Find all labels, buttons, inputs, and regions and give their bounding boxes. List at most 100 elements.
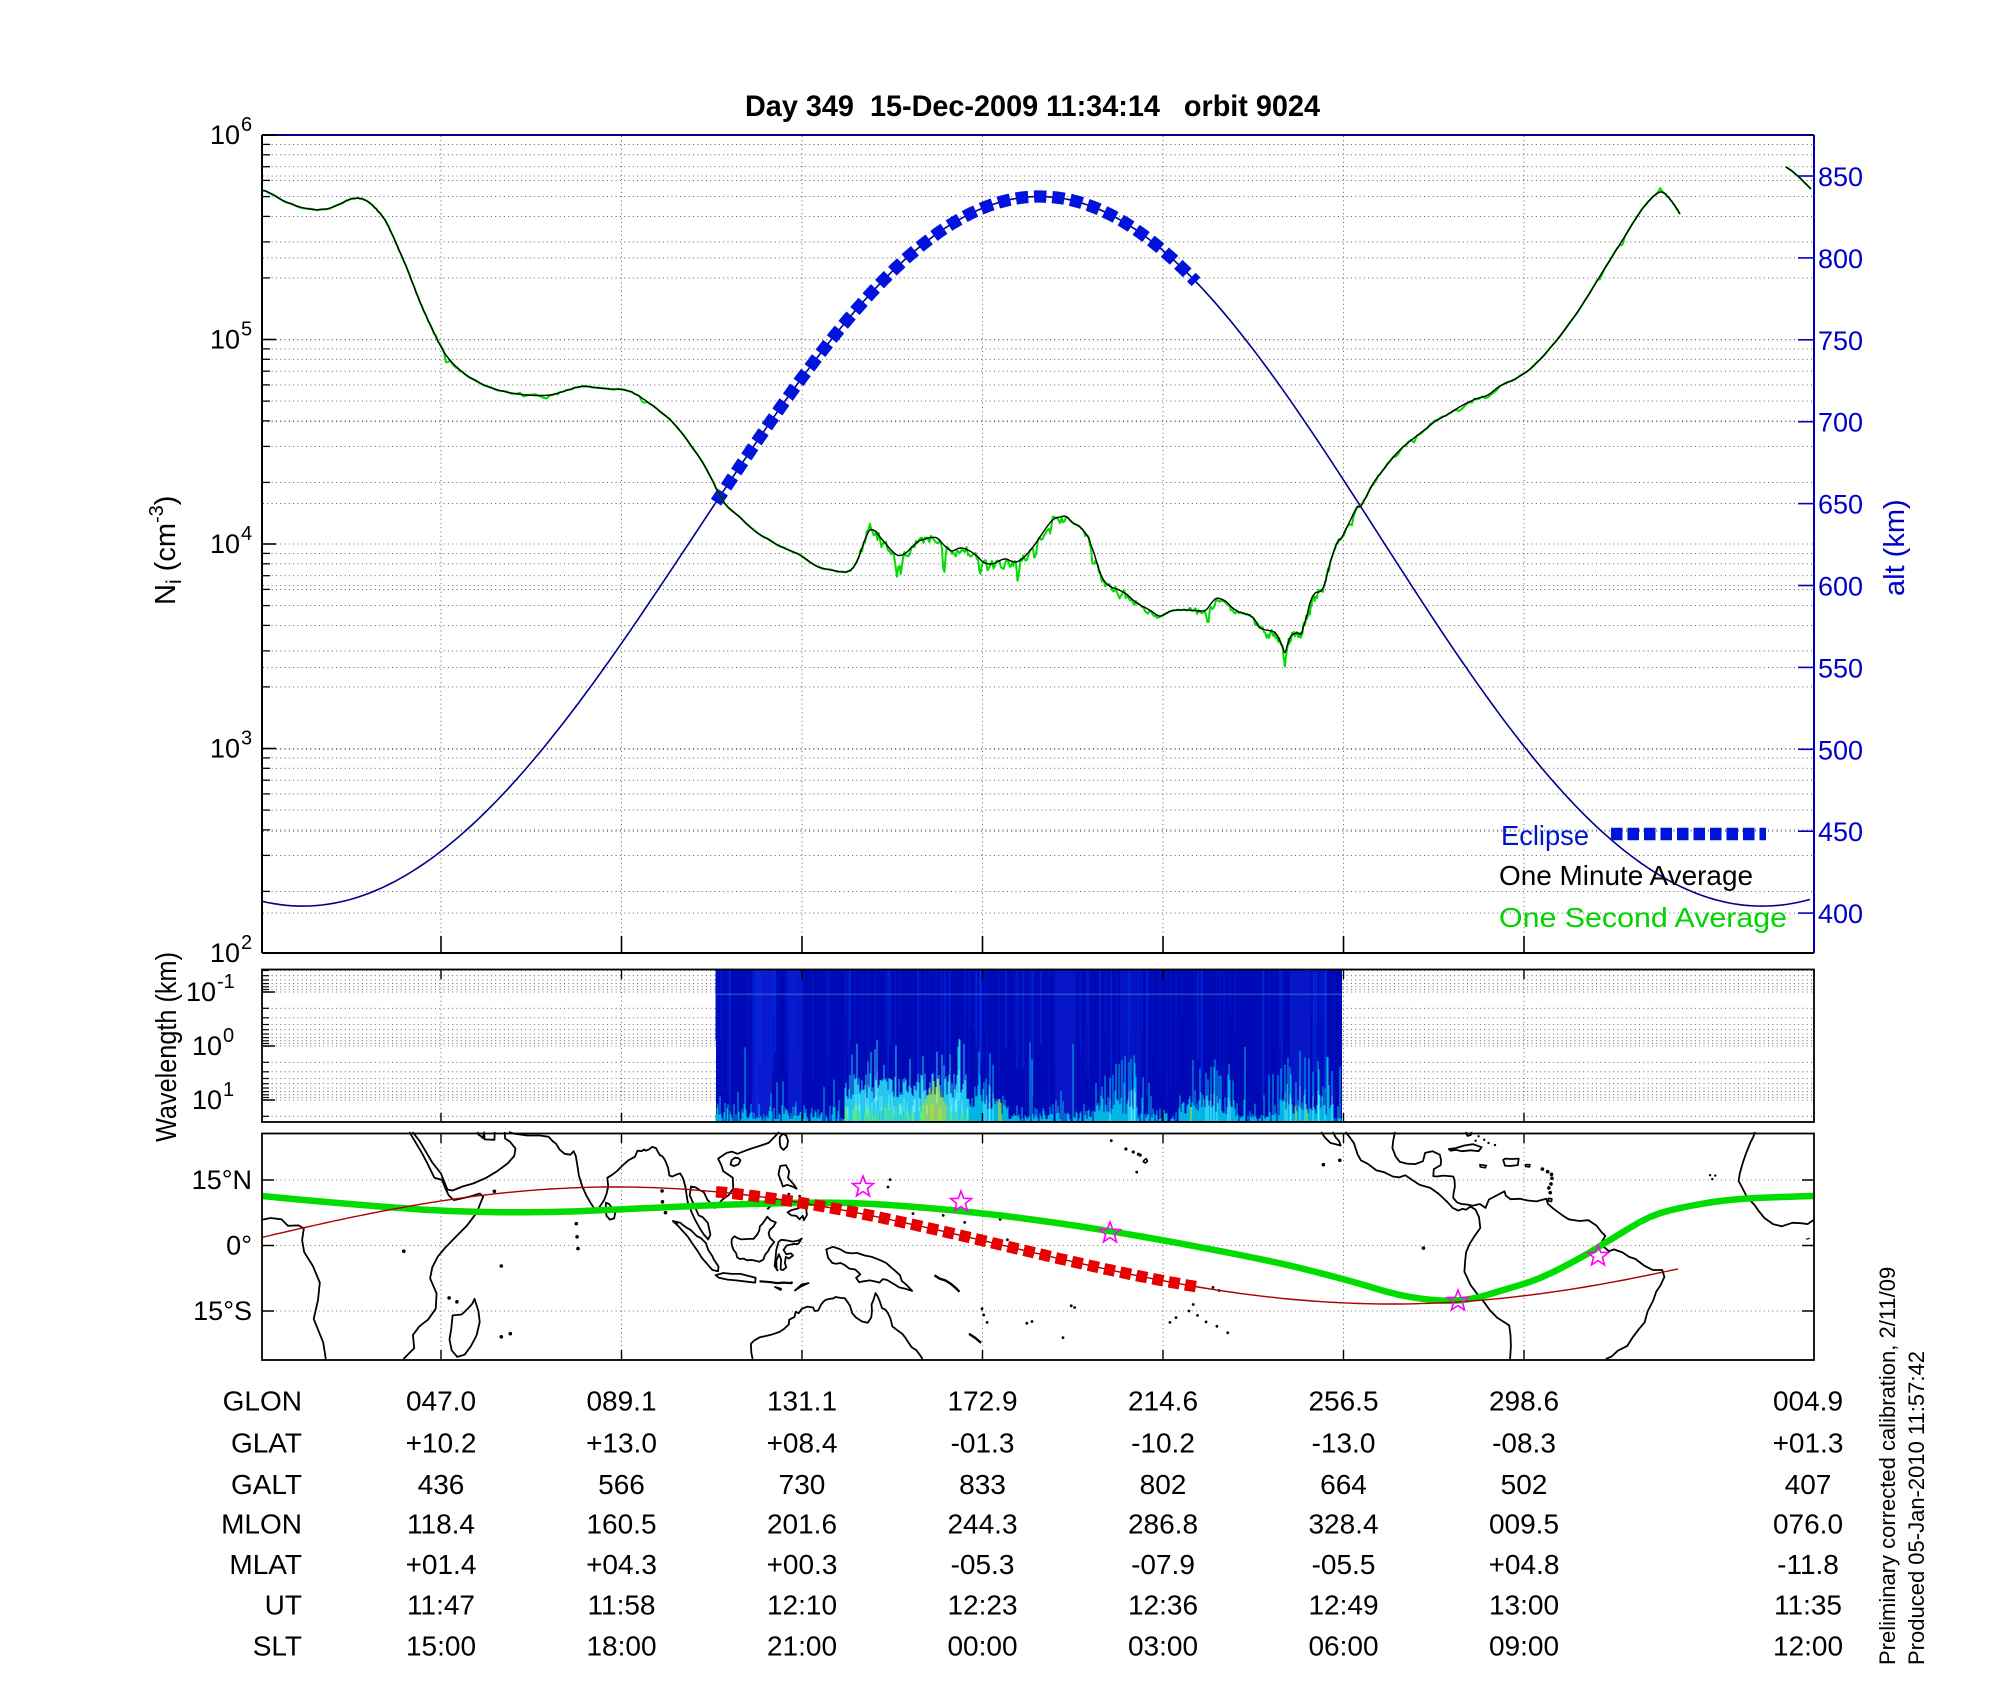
svg-text:10: 10 (210, 938, 240, 968)
svg-text:21:00: 21:00 (767, 1631, 837, 1662)
svg-text:+01.3: +01.3 (1773, 1428, 1844, 1459)
svg-text:15°S: 15°S (193, 1296, 252, 1326)
svg-text:400: 400 (1818, 899, 1863, 929)
svg-text:12:00: 12:00 (1773, 1631, 1843, 1662)
svg-text:-05.5: -05.5 (1312, 1549, 1376, 1580)
svg-text:131.1: 131.1 (767, 1386, 837, 1417)
svg-text:244.3: 244.3 (947, 1509, 1017, 1540)
svg-text:18:00: 18:00 (586, 1631, 656, 1662)
svg-text:12:23: 12:23 (947, 1590, 1017, 1621)
svg-text:730: 730 (779, 1469, 826, 1500)
svg-text:One Second Average: One Second Average (1499, 902, 1787, 933)
svg-text:286.8: 286.8 (1128, 1509, 1198, 1540)
svg-text:MLAT: MLAT (229, 1549, 302, 1580)
svg-text:4: 4 (241, 523, 252, 545)
svg-text:+00.3: +00.3 (767, 1549, 838, 1580)
svg-text:SLT: SLT (253, 1631, 302, 1662)
svg-text:11:58: 11:58 (588, 1590, 656, 1621)
svg-text:09:00: 09:00 (1489, 1631, 1559, 1662)
svg-text:-1: -1 (217, 971, 235, 993)
svg-text:004.9: 004.9 (1773, 1386, 1843, 1417)
svg-text:076.0: 076.0 (1773, 1509, 1843, 1540)
svg-text:GLON: GLON (223, 1386, 302, 1417)
svg-text:12:49: 12:49 (1308, 1590, 1378, 1621)
svg-text:+08.4: +08.4 (767, 1428, 838, 1459)
svg-text:0°: 0° (226, 1231, 252, 1261)
svg-text:-01.3: -01.3 (951, 1428, 1015, 1459)
svg-text:00:00: 00:00 (947, 1631, 1017, 1662)
svg-text:328.4: 328.4 (1308, 1509, 1378, 1540)
svg-text:Day 349 15-Dec-2009 11:34:14: Day 349 15-Dec-2009 11:34:14 orbit 9024 (745, 90, 1320, 123)
svg-text:-05.3: -05.3 (951, 1549, 1015, 1580)
svg-text:089.1: 089.1 (586, 1386, 656, 1417)
svg-text:alt (km): alt (km) (1879, 499, 1911, 596)
svg-text:750: 750 (1818, 326, 1863, 356)
svg-text:One Minute Average: One Minute Average (1499, 860, 1753, 891)
svg-text:15:00: 15:00 (406, 1631, 476, 1662)
svg-text:833: 833 (959, 1469, 1006, 1500)
svg-text:-13.0: -13.0 (1312, 1428, 1376, 1459)
svg-text:10: 10 (192, 1085, 222, 1115)
svg-text:-07.9: -07.9 (1131, 1549, 1195, 1580)
svg-text:UT: UT (265, 1590, 302, 1621)
svg-text:10: 10 (210, 734, 240, 764)
svg-text:+04.3: +04.3 (586, 1549, 657, 1580)
svg-text:009.5: 009.5 (1489, 1509, 1559, 1540)
svg-text:11:35: 11:35 (1774, 1590, 1842, 1621)
svg-text:450: 450 (1818, 817, 1863, 847)
svg-text:650: 650 (1818, 490, 1863, 520)
svg-text:+10.2: +10.2 (406, 1428, 477, 1459)
svg-text:700: 700 (1818, 408, 1863, 438)
svg-text:-10.2: -10.2 (1131, 1428, 1195, 1459)
svg-text:5: 5 (241, 319, 252, 341)
svg-text:+01.4: +01.4 (406, 1549, 477, 1580)
svg-text:2: 2 (241, 932, 252, 954)
svg-text:GALT: GALT (231, 1469, 302, 1500)
svg-text:500: 500 (1818, 735, 1863, 765)
svg-text:407: 407 (1785, 1469, 1832, 1500)
svg-text:15°N: 15°N (192, 1165, 252, 1195)
svg-text:10: 10 (210, 529, 240, 559)
svg-text:201.6: 201.6 (767, 1509, 837, 1540)
svg-text:3: 3 (241, 728, 252, 750)
svg-text:11:47: 11:47 (407, 1590, 475, 1621)
svg-text:800: 800 (1818, 244, 1863, 274)
svg-text:436: 436 (418, 1469, 465, 1500)
svg-text:-11.8: -11.8 (1777, 1549, 1839, 1580)
svg-text:172.9: 172.9 (947, 1386, 1017, 1417)
svg-text:6: 6 (241, 114, 252, 136)
svg-text:10: 10 (210, 120, 240, 150)
svg-text:214.6: 214.6 (1128, 1386, 1198, 1417)
svg-text:13:00: 13:00 (1489, 1590, 1559, 1621)
svg-text:Wavelength (km): Wavelength (km) (151, 952, 183, 1142)
svg-text:502: 502 (1501, 1469, 1548, 1500)
svg-text:0: 0 (223, 1025, 234, 1047)
svg-text:10: 10 (192, 1031, 222, 1061)
svg-text:Preliminary corrected calibrat: Preliminary corrected calibration, 2/11/… (1875, 1267, 1900, 1665)
svg-text:1: 1 (223, 1079, 234, 1101)
svg-text:160.5: 160.5 (586, 1509, 656, 1540)
svg-text:047.0: 047.0 (406, 1386, 476, 1417)
svg-text:802: 802 (1140, 1469, 1187, 1500)
svg-text:600: 600 (1818, 572, 1863, 602)
svg-text:Eclipse: Eclipse (1501, 820, 1589, 851)
svg-text:+04.8: +04.8 (1489, 1549, 1560, 1580)
svg-text:118.4: 118.4 (407, 1509, 475, 1540)
svg-text:12:36: 12:36 (1128, 1590, 1198, 1621)
svg-text:10: 10 (210, 325, 240, 355)
svg-text:850: 850 (1818, 162, 1863, 192)
svg-text:03:00: 03:00 (1128, 1631, 1198, 1662)
svg-text:12:10: 12:10 (767, 1590, 837, 1621)
svg-text:GLAT: GLAT (231, 1428, 302, 1459)
svg-text:298.6: 298.6 (1489, 1386, 1559, 1417)
svg-text:MLON: MLON (221, 1509, 302, 1540)
svg-text:664: 664 (1320, 1469, 1367, 1500)
svg-text:10: 10 (186, 977, 216, 1007)
svg-text:566: 566 (598, 1469, 645, 1500)
svg-text:Produced 05-Jan-2010 11:57:42: Produced 05-Jan-2010 11:57:42 (1904, 1351, 1929, 1665)
svg-text:-08.3: -08.3 (1492, 1428, 1556, 1459)
svg-text:+13.0: +13.0 (586, 1428, 657, 1459)
svg-text:550: 550 (1818, 653, 1863, 683)
svg-text:06:00: 06:00 (1308, 1631, 1378, 1662)
svg-text:256.5: 256.5 (1308, 1386, 1378, 1417)
